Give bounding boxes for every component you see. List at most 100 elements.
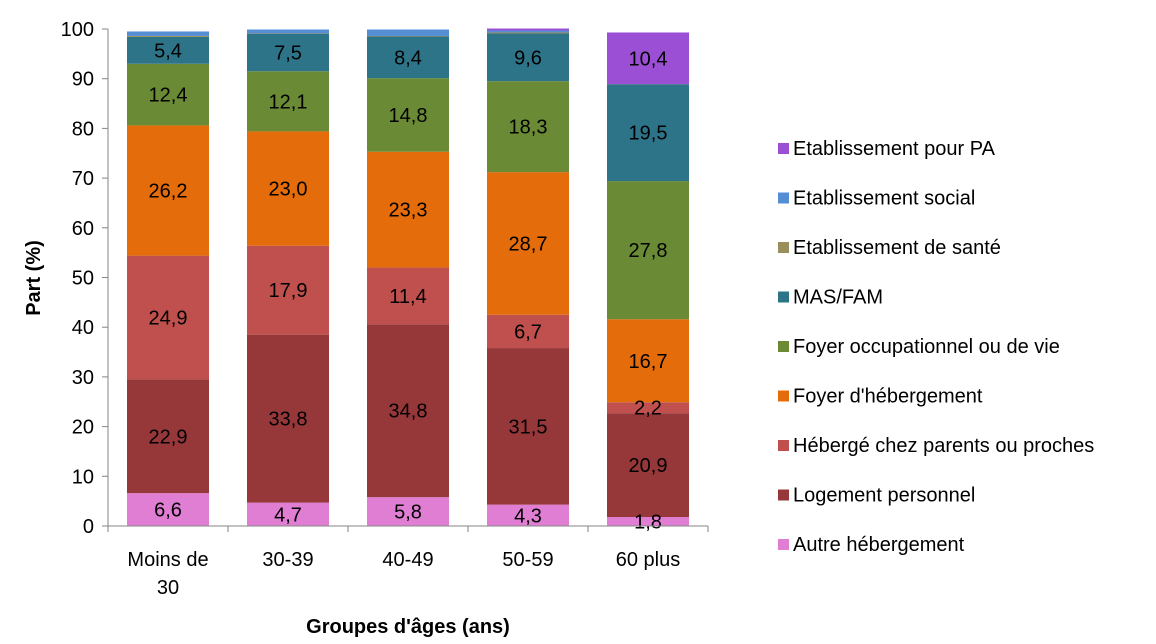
data-label-3-4: 16,7: [629, 351, 668, 373]
x-axis-title: Groupes d'âges (ans): [306, 616, 510, 638]
bar-segment-5-4: [607, 84, 689, 182]
y-tick-label-9: 90: [72, 69, 94, 91]
bar-segment-7-0: [127, 31, 209, 36]
data-label-4-4: 27,8: [629, 240, 668, 262]
legend-swatch-4: [778, 341, 789, 352]
legend-swatch-2: [778, 242, 789, 253]
data-label-5-1: 7,5: [274, 43, 302, 65]
legend-label-5: Foyer d'hébergement: [793, 386, 983, 408]
data-label-0-0: 6,6: [154, 500, 182, 522]
bar-segment-2-4: [607, 402, 689, 414]
bar-segment-7-1: [247, 29, 329, 34]
x-tick-label-1: 30-39: [262, 549, 313, 571]
legend-swatch-0: [778, 143, 789, 154]
axes-group: 0 10 20 30 40 50 60 70 80 90 100 Moins de 30 30-39 40-…: [61, 19, 709, 599]
y-tick-label-10: 100: [61, 19, 94, 41]
data-label-1-2: 34,8: [389, 401, 428, 423]
data-label-0-4: 1,8: [634, 512, 662, 534]
bar-segment-7-2: [367, 29, 449, 36]
data-label-1-4: 20,9: [629, 455, 668, 477]
x-tick-label-4: 60 plus: [616, 549, 681, 571]
bar-segment-3-2: [367, 151, 449, 268]
y-tick-label-7: 70: [72, 168, 94, 190]
bar-segment-6-1: [247, 33, 329, 34]
bar-segment-4-4: [607, 181, 689, 320]
y-tick-label-2: 20: [72, 417, 94, 439]
y-tick-label-1: 10: [72, 466, 94, 488]
data-label-5-4: 19,5: [629, 123, 668, 145]
bar-segment-2-0: [127, 255, 209, 380]
bar-segment-6-2: [367, 35, 449, 37]
bar-segment-0-2: [367, 497, 449, 526]
legend-label-8: Autre hébergement: [793, 534, 965, 556]
y-tick-label-0: 0: [83, 516, 94, 538]
bar-segment-0-4: [607, 517, 689, 526]
bar-segment-1-0: [127, 379, 209, 494]
data-label-0-1: 4,7: [274, 504, 302, 526]
bar-segment-2-2: [367, 267, 449, 325]
data-label-3-2: 23,3: [389, 200, 428, 222]
bar-segment-1-2: [367, 324, 449, 498]
data-label-0-3: 4,3: [514, 505, 542, 527]
x-tick-label-3: 50-59: [502, 549, 553, 571]
legend-label-6: Hébergé chez parents ou proches: [793, 435, 1094, 457]
legend-label-7: Logement personnel: [793, 485, 975, 507]
bars-group: [127, 28, 689, 526]
bar-segment-2-1: [247, 245, 329, 335]
y-tick-label-6: 60: [72, 218, 94, 240]
data-label-2-1: 17,9: [269, 280, 308, 302]
data-label-1-0: 22,9: [149, 426, 188, 448]
bar-segment-0-0: [127, 493, 209, 526]
y-tick-label-8: 80: [72, 118, 94, 140]
data-label-5-2: 8,4: [394, 47, 422, 69]
data-label-3-3: 28,7: [509, 233, 548, 255]
data-label-5-0: 5,4: [154, 40, 182, 62]
legend-swatch-7: [778, 489, 789, 501]
segment-labels-group: 6,6 22,9 24,9 26,2 12,4 5,4 4,7 33,8 17,9 23,0 12,…: [149, 40, 668, 533]
legend-swatch-1: [778, 192, 789, 204]
bar-segment-7-3: [487, 30, 569, 33]
bar-segment-4-1: [247, 71, 329, 132]
y-tick-label-5: 50: [72, 268, 94, 290]
bar-segment-4-2: [367, 78, 449, 152]
data-label-4-1: 12,1: [269, 91, 308, 113]
data-label-2-2: 11,4: [389, 286, 426, 308]
data-label-4-3: 18,3: [509, 117, 548, 139]
bar-segment-6-0: [127, 35, 209, 37]
legend: Etablissement pour PA Etablissement socia…: [778, 138, 1094, 556]
legend-label-3: MAS/FAM: [793, 287, 883, 309]
bar-segment-5-3: [487, 33, 569, 82]
data-label-4-0: 12,4: [149, 85, 188, 107]
data-label-2-0: 24,9: [149, 308, 188, 330]
data-label-4-2: 14,8: [389, 105, 428, 127]
bar-segment-4-0: [127, 63, 209, 126]
legend-swatch-8: [778, 539, 789, 550]
bar-segment-0-1: [247, 502, 329, 526]
y-axis-title: Part (%): [23, 240, 45, 316]
data-label-1-3: 31,5: [509, 416, 548, 438]
bar-segment-4-3: [487, 81, 569, 173]
x-tick-label-2: 40-49: [382, 549, 433, 571]
bar-segment-1-3: [487, 348, 569, 505]
legend-swatch-6: [778, 440, 789, 451]
y-tick-label-4: 40: [72, 317, 94, 339]
bar-segment-1-4: [607, 413, 689, 518]
legend-label-2: Etablissement de santé: [793, 237, 1001, 259]
bar-segment-3-4: [607, 319, 689, 403]
bar-segment-2-3: [487, 314, 569, 349]
x-tick-label-0: Moins de 30: [127, 549, 208, 599]
y-tick-label-3: 30: [72, 367, 94, 389]
bar-segment-8-4: [607, 32, 689, 85]
legend-swatch-3: [778, 291, 789, 303]
legend-swatch-5: [778, 390, 789, 402]
bar-segment-5-1: [247, 33, 329, 72]
data-label-2-4: 2,2: [634, 398, 662, 420]
legend-label-0: Etablissement pour PA: [793, 138, 996, 160]
bar-segment-6-3: [487, 32, 569, 34]
bar-segment-3-1: [247, 131, 329, 246]
bar-segment-1-1: [247, 334, 329, 503]
bar-segment-0-3: [487, 504, 569, 526]
bar-segment-5-2: [367, 36, 449, 79]
